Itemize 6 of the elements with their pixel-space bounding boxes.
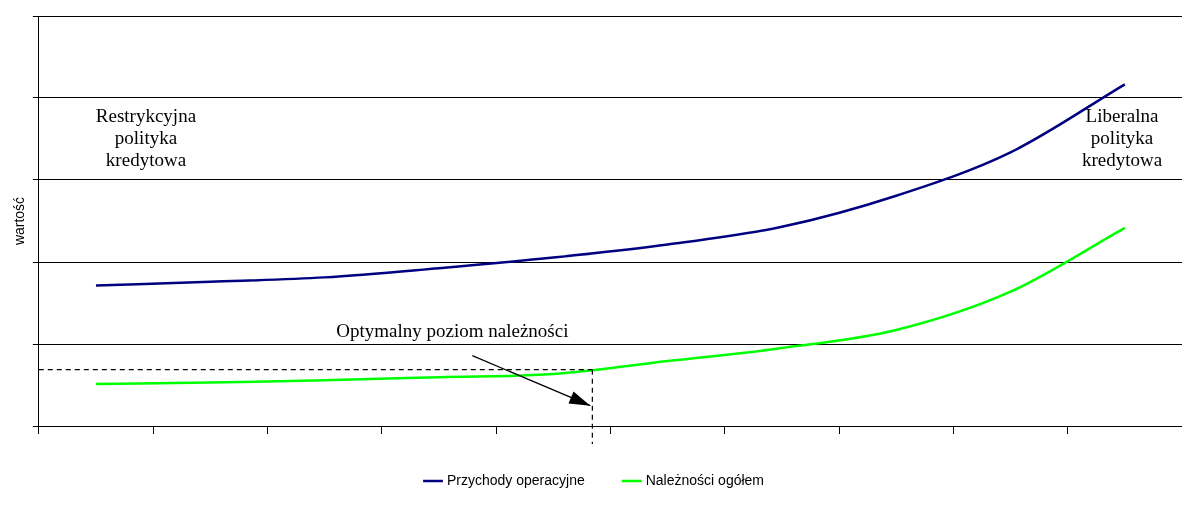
legend-label: Należności ogółem (645, 471, 765, 488)
annotation: Restrykcyjna polityka kredytowa (95, 104, 197, 170)
annotation: Optymalny poziom należności (336, 319, 569, 341)
legend-label: Przychody operacyjne (446, 471, 585, 488)
annotation: Liberalna polityka kredytowa (1081, 104, 1163, 170)
y-axis-title: wartość (11, 196, 28, 247)
